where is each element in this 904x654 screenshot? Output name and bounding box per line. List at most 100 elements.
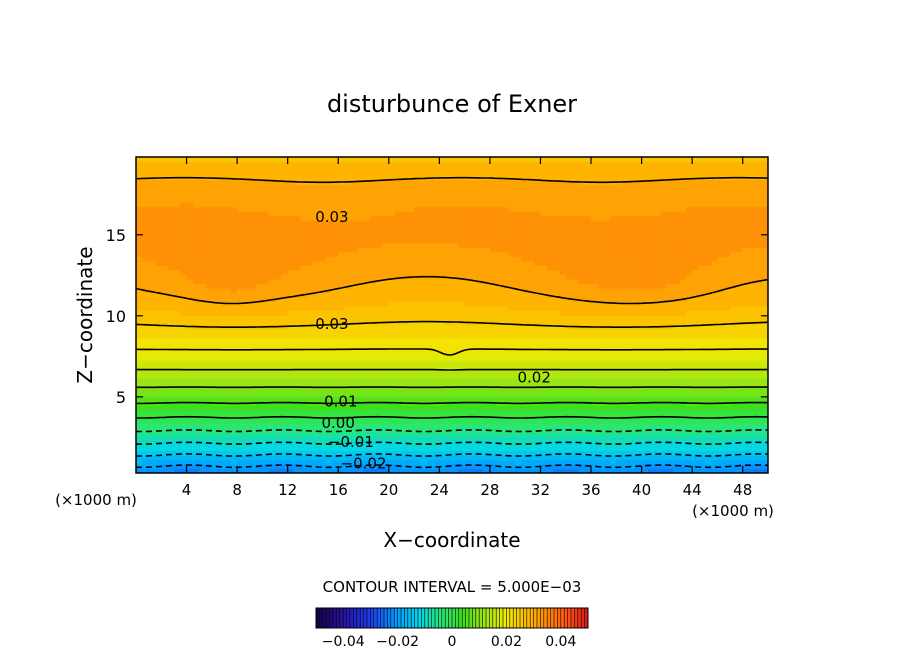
- field-cell: [553, 197, 561, 203]
- field-cell: [243, 175, 251, 181]
- field-cell: [294, 450, 301, 456]
- field-cell: [268, 373, 276, 379]
- field-cell: [420, 409, 428, 415]
- field-cell: [205, 251, 213, 257]
- field-cell: [508, 179, 516, 185]
- field-cell: [508, 432, 516, 438]
- field-cell: [401, 463, 409, 470]
- field-cell: [565, 450, 573, 456]
- field-cell: [275, 468, 282, 473]
- field-cell: [230, 373, 238, 379]
- field-cell: [338, 197, 346, 203]
- field-cell: [527, 170, 535, 176]
- field-cell: [388, 324, 396, 330]
- field-cell: [312, 247, 320, 253]
- field-cell: [426, 454, 434, 461]
- field-cell: [534, 296, 542, 303]
- field-cell: [553, 193, 561, 199]
- field-cell: [388, 378, 396, 384]
- field-cell: [173, 292, 181, 298]
- field-cell: [546, 206, 554, 212]
- field-cell: [395, 161, 403, 167]
- field-cell: [344, 211, 352, 217]
- field-cell: [224, 274, 232, 280]
- field-cell: [458, 193, 466, 199]
- field-cell: [306, 184, 314, 190]
- field-cell: [218, 215, 226, 221]
- field-cell: [243, 301, 251, 307]
- field-cell: [496, 468, 504, 473]
- field-cell: [464, 360, 472, 366]
- field-cell: [211, 301, 219, 307]
- field-cell: [508, 382, 516, 388]
- field-cell: [275, 206, 282, 212]
- field-cell: [559, 265, 567, 271]
- field-cell: [319, 175, 327, 181]
- field-cell: [211, 157, 219, 163]
- field-cell: [439, 233, 447, 239]
- field-cell: [256, 305, 263, 312]
- field-cell: [205, 301, 213, 307]
- field-cell: [407, 292, 415, 298]
- field-cell: [281, 432, 289, 438]
- field-cell: [502, 193, 510, 199]
- field-cell: [395, 157, 403, 163]
- field-cell: [148, 238, 156, 244]
- field-cell: [369, 423, 377, 429]
- field-cell: [553, 319, 561, 325]
- field-cell: [578, 161, 586, 167]
- field-cell: [578, 337, 586, 343]
- field-cell: [344, 337, 352, 343]
- field-cell: [218, 436, 226, 442]
- field-cell: [230, 396, 238, 402]
- field-cell: [477, 301, 485, 307]
- field-cell: [464, 287, 472, 294]
- field-cell: [477, 459, 485, 465]
- field-cell: [534, 188, 542, 194]
- field-cell: [578, 202, 586, 208]
- field-cell: [243, 206, 251, 212]
- field-cell: [230, 337, 238, 343]
- field-cell: [325, 265, 333, 271]
- field-cell: [205, 450, 213, 456]
- field-cell: [445, 301, 453, 307]
- field-cell: [363, 423, 371, 429]
- field-cell: [445, 238, 453, 244]
- field-cell: [306, 364, 314, 370]
- field-cell: [237, 193, 245, 199]
- field-cell: [173, 342, 181, 348]
- field-cell: [357, 342, 365, 348]
- field-cell: [458, 265, 466, 271]
- field-cell: [369, 436, 377, 442]
- field-cell: [382, 396, 390, 402]
- field-cell: [148, 450, 156, 456]
- field-cell: [515, 305, 523, 312]
- field-cell: [224, 170, 232, 176]
- field-cell: [148, 427, 156, 433]
- field-cell: [540, 396, 548, 402]
- field-cell: [186, 315, 194, 321]
- field-cell: [319, 197, 327, 203]
- field-cell: [452, 202, 459, 208]
- field-cell: [388, 445, 396, 452]
- field-cell: [192, 454, 200, 461]
- field-cell: [414, 184, 421, 190]
- field-cell: [489, 427, 497, 433]
- field-cell: [496, 305, 504, 312]
- field-cell: [477, 391, 485, 397]
- field-cell: [199, 157, 207, 163]
- field-cell: [249, 310, 257, 316]
- field-cell: [502, 305, 510, 312]
- field-cell: [218, 157, 226, 163]
- field-cell: [439, 342, 447, 348]
- field-cell: [565, 391, 573, 397]
- field-cell: [527, 202, 535, 208]
- field-cell: [363, 283, 371, 289]
- field-cell: [136, 328, 143, 334]
- field-cell: [199, 373, 207, 379]
- field-cell: [458, 278, 466, 284]
- field-cell: [376, 224, 384, 230]
- field-cell: [433, 364, 440, 370]
- field-cell: [312, 337, 320, 343]
- field-cell: [331, 450, 339, 456]
